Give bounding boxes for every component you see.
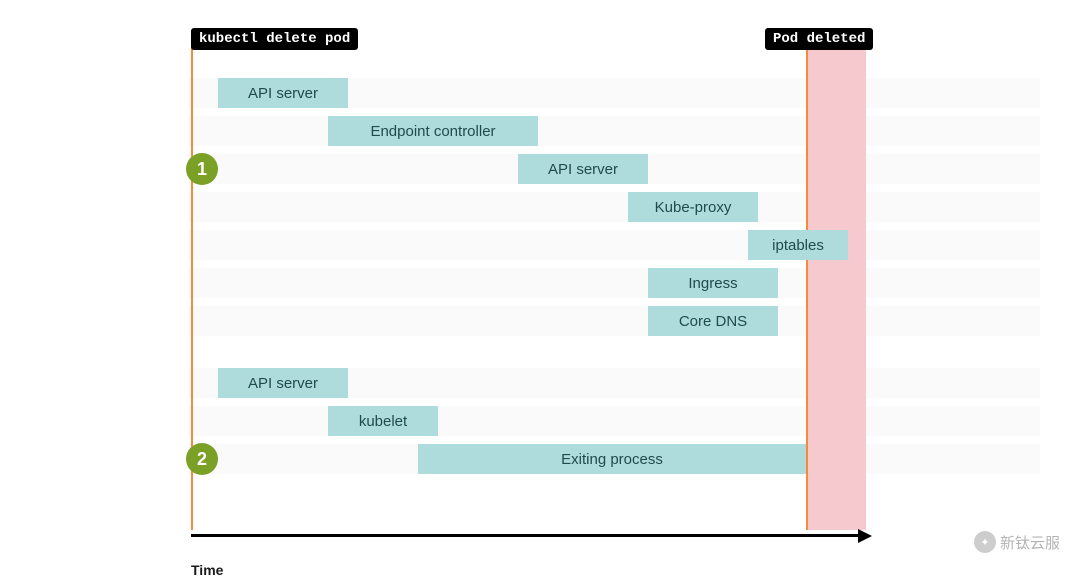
watermark-text: 新钛云服 (1000, 532, 1060, 553)
timeline-bar: API server (218, 78, 348, 108)
timeline-bar: iptables (748, 230, 848, 260)
section-badge-1: 1 (186, 153, 218, 185)
post-deletion-region (806, 30, 866, 530)
time-axis-label: Time (191, 562, 223, 578)
start-event-label: kubectl delete pod (191, 28, 358, 50)
timeline-bar: Ingress (648, 268, 778, 298)
watermark: ✦ 新钛云服 (974, 531, 1060, 553)
timeline-track (188, 116, 1040, 146)
timeline-bar: API server (518, 154, 648, 184)
timeline-track (188, 192, 1040, 222)
timeline-bar: Endpoint controller (328, 116, 538, 146)
timeline-bar: API server (218, 368, 348, 398)
end-event-label: Pod deleted (765, 28, 873, 50)
time-axis-line (191, 534, 860, 537)
section-badge-2: 2 (186, 443, 218, 475)
timeline-track (188, 306, 1040, 336)
timeline-bar: Core DNS (648, 306, 778, 336)
end-marker-line (806, 30, 808, 530)
time-axis-arrow (858, 529, 872, 543)
timeline-track (188, 406, 1040, 436)
timeline-track (188, 268, 1040, 298)
timeline-bar: Exiting process (418, 444, 806, 474)
timeline-bar: kubelet (328, 406, 438, 436)
timeline-track (188, 230, 1040, 260)
wechat-icon: ✦ (974, 531, 996, 553)
timeline-bar: Kube-proxy (628, 192, 758, 222)
